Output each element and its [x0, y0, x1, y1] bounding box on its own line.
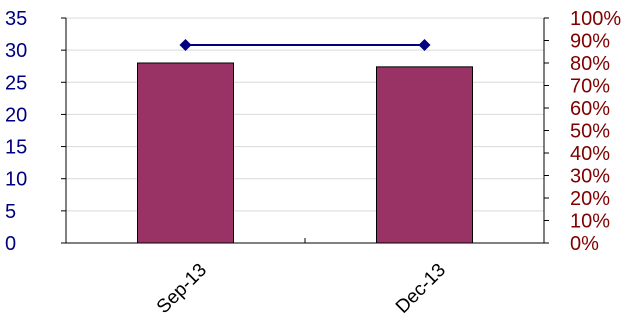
line-marker-dec-13: [418, 39, 431, 51]
right-tick-label: 50%: [570, 121, 610, 143]
left-tick-label: 25: [5, 72, 27, 94]
left-tick-label: 5: [5, 201, 16, 223]
right-tick-label: 90%: [570, 31, 610, 53]
left-tick-label: 30: [5, 40, 27, 62]
x-tick-label: Dec-13: [392, 260, 450, 318]
left-tick-label: 0: [5, 233, 16, 255]
bar-series: [137, 62, 473, 244]
line-marker-sep-13: [179, 39, 192, 51]
right-tick-label: 10%: [570, 211, 610, 233]
left-tick-label: 10: [5, 169, 27, 191]
right-tick-label: 40%: [570, 143, 610, 165]
bar-sep-13: [137, 62, 234, 244]
right-tick-label: 80%: [570, 53, 610, 75]
right-tick-label: 30%: [570, 166, 610, 188]
x-tick-label: Sep-13: [153, 260, 211, 318]
x-axis-ticks: Sep-13 Dec-13: [153, 260, 450, 318]
right-tick-label: 100%: [570, 8, 621, 30]
left-axis-ticks: 0 5 10 15 20 25 30 35: [5, 8, 66, 255]
left-tick-label: 15: [5, 137, 27, 159]
right-tick-label: 70%: [570, 76, 610, 98]
bar-dec-13: [376, 66, 473, 244]
left-tick-label: 20: [5, 104, 27, 126]
right-tick-label: 0%: [570, 233, 599, 255]
right-tick-label: 60%: [570, 98, 610, 120]
left-tick-label: 35: [5, 8, 27, 30]
line-series: [179, 39, 431, 51]
right-tick-label: 20%: [570, 188, 610, 210]
right-axis-ticks: 0%10%20%30%40%50%60%70%80%90%100%: [544, 8, 621, 255]
